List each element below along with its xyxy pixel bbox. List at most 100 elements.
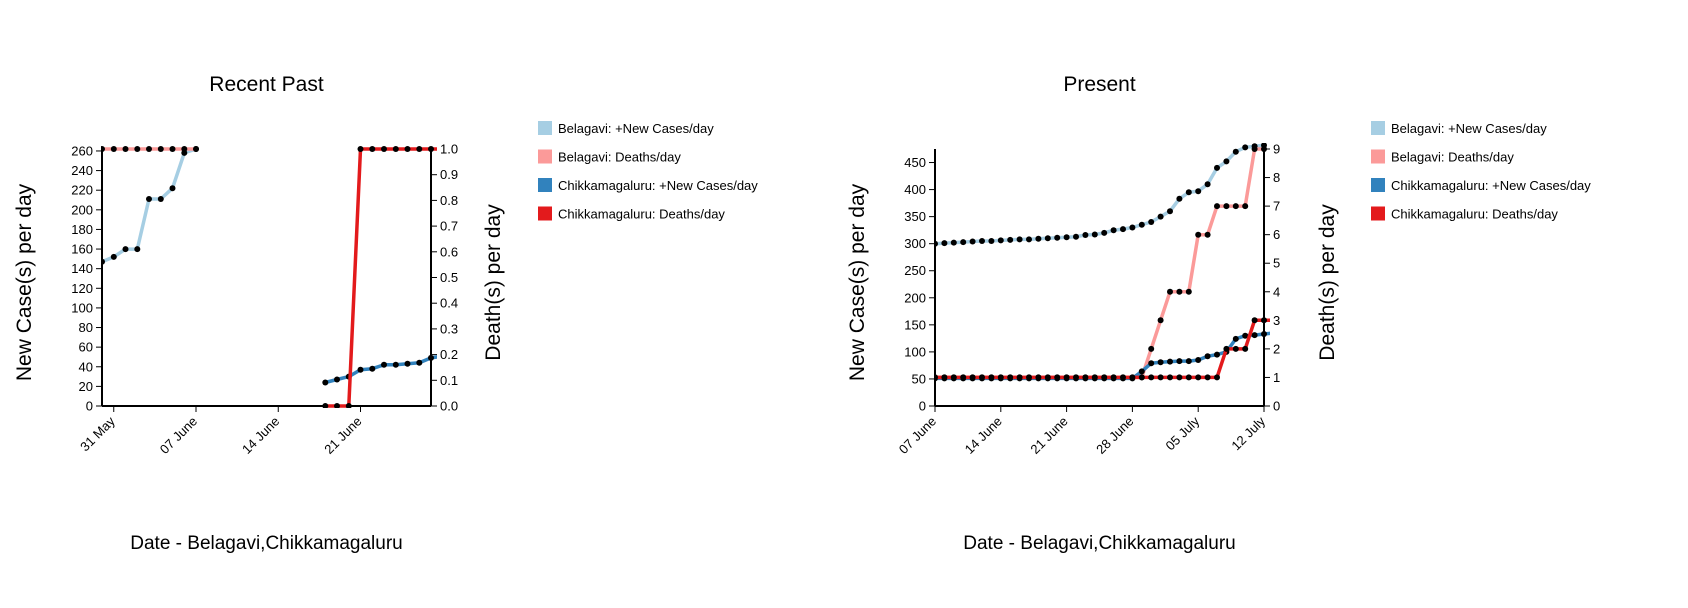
legend-item: Chikkamagaluru: Deaths/day (538, 206, 725, 222)
data-point (1026, 236, 1032, 243)
data-point (1063, 374, 1070, 381)
data-point (941, 374, 948, 381)
data-point (1270, 330, 1276, 336)
left-y-tick-label: 450 (904, 155, 926, 170)
legend-item: Belagavi: Deaths/day (1371, 149, 1514, 165)
data-point (1138, 368, 1145, 375)
data-point (1026, 374, 1032, 381)
data-point (1214, 351, 1220, 358)
series-line (934, 143, 1265, 246)
data-point (1091, 374, 1098, 381)
data-point (1232, 335, 1239, 342)
series-0 (101, 146, 199, 265)
legend-item: Belagavi: +New Cases/day (1371, 121, 1547, 136)
data-point (134, 246, 141, 253)
left-y-tick-label: 400 (904, 182, 926, 197)
data-point (428, 146, 434, 152)
data-point (1016, 374, 1023, 381)
data-point (122, 246, 129, 253)
data-point (1195, 231, 1202, 238)
x-axis-title: Date - Belagavi,Chikkamagaluru (963, 533, 1235, 554)
data-point (1185, 288, 1192, 295)
left-y-tick-label: 200 (904, 290, 926, 305)
data-point (1176, 288, 1183, 295)
data-point (1214, 203, 1220, 210)
left-y-tick-label: 100 (71, 300, 93, 315)
x-tick-label: 21 June (1027, 414, 1070, 457)
data-point (997, 237, 1004, 244)
data-point (1242, 144, 1249, 151)
left-y-tick-label: 180 (71, 222, 93, 237)
data-point (1157, 374, 1164, 381)
data-point (1073, 233, 1079, 240)
data-point (1204, 181, 1211, 188)
data-point (1176, 195, 1183, 202)
legend-swatch (538, 121, 552, 135)
data-point (1185, 374, 1192, 381)
left-y-tick-label: 220 (71, 183, 93, 198)
data-point (941, 240, 948, 247)
series-3 (322, 146, 437, 408)
data-point (1082, 232, 1089, 238)
data-point (988, 238, 995, 244)
data-point (1129, 374, 1136, 381)
right-y-tick-label: 0.8 (440, 193, 458, 208)
data-point (428, 354, 434, 361)
data-point (1138, 221, 1145, 228)
data-point (1101, 374, 1108, 381)
x-tick-label: 12 July (1228, 413, 1268, 453)
left-y-axis: 0 20 40 60 80 100 120 140 160 180 200 220 240 260 (71, 143, 103, 414)
data-point (357, 366, 364, 373)
right-y-tick-label: 1.0 (440, 142, 458, 157)
data-point (1110, 227, 1117, 234)
data-point (1167, 208, 1173, 215)
data-point (934, 240, 938, 247)
legend-label: Chikkamagaluru: +New Cases/day (558, 178, 758, 193)
legend-item: Chikkamagaluru: +New Cases/day (538, 178, 758, 193)
data-point (1016, 236, 1023, 243)
right-y-tick-label: 0 (1273, 399, 1280, 414)
data-point (1232, 148, 1239, 155)
left-y-tick-label: 200 (71, 202, 93, 217)
data-point (110, 253, 117, 260)
right-y-tick-label: 1 (1273, 370, 1280, 385)
legend-item: Chikkamagaluru: Deaths/day (1371, 206, 1558, 222)
x-axis: 07 June 14 June 21 June 28 June 05 July 12 Ju… (896, 405, 1268, 457)
series-1 (101, 146, 199, 152)
legend-item: Belagavi: Deaths/day (538, 149, 681, 165)
data-point (1148, 374, 1155, 381)
data-point (381, 361, 387, 368)
data-point (1261, 317, 1267, 324)
left-y-tick-label: 50 (912, 371, 926, 386)
right-y-tick-label: 8 (1273, 170, 1280, 185)
data-point (1176, 374, 1183, 381)
x-tick-label: 28 June (1093, 414, 1136, 457)
data-point (1223, 345, 1230, 352)
legend-label: Belagavi: +New Cases/day (1391, 121, 1547, 136)
data-point (950, 239, 957, 246)
series-3 (934, 317, 1270, 381)
legend-label: Belagavi: Deaths/day (558, 150, 681, 165)
data-point (416, 359, 423, 366)
data-point (1035, 374, 1042, 381)
data-point (1223, 203, 1230, 210)
data-point (1242, 332, 1249, 339)
data-point (1073, 374, 1079, 381)
data-point (1148, 219, 1155, 225)
data-point (1214, 374, 1220, 381)
y-axis-title: New Case(s) per day (13, 183, 36, 381)
series-group (101, 146, 437, 408)
legend-label: Chikkamagaluru: +New Cases/day (1391, 178, 1591, 193)
left-y-tick-label: 60 (79, 340, 93, 355)
data-point (1204, 353, 1211, 360)
data-point (1054, 234, 1061, 241)
data-point (1232, 203, 1239, 210)
present-chart: Present 0 50 100 150 200 250 300 350 400 450 0 1 2 3 4 5… (846, 73, 1591, 554)
x-tick-label: 31 May (77, 413, 118, 454)
data-point (416, 146, 423, 152)
data-point (1120, 226, 1126, 233)
right-y-tick-label: 7 (1273, 199, 1280, 214)
series-line (935, 318, 1270, 380)
data-point (1195, 188, 1202, 195)
right-y-tick-label: 0.3 (440, 321, 458, 336)
